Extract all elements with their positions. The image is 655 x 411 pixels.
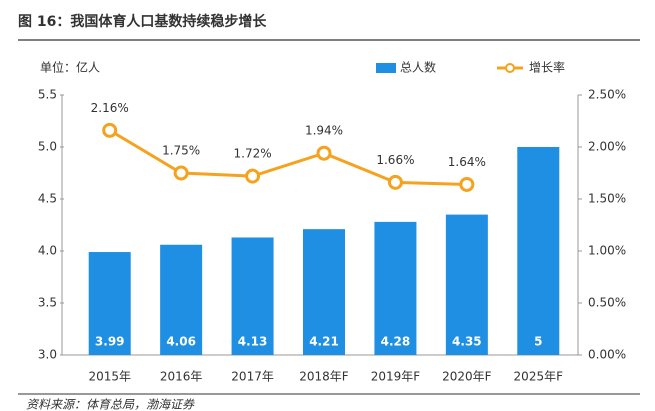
y2-tick-label: 0.50% [588, 296, 626, 310]
bar-value-label: 4.13 [238, 335, 268, 349]
bar-value-label: 4.21 [309, 335, 339, 349]
bar [445, 214, 488, 355]
bar [374, 221, 417, 355]
line-value-label: 1.64% [448, 155, 486, 169]
x-tick-label: 2020年F [442, 370, 492, 384]
x-tick-label: 2019年F [371, 370, 421, 384]
bar [517, 147, 560, 355]
y2-tick-label: 1.50% [588, 192, 626, 206]
line-marker [245, 168, 261, 184]
x-tick-label: 2018年F [299, 370, 349, 384]
x-tick-label: 2017年 [231, 370, 274, 384]
legend-label: 总人数 [400, 60, 436, 75]
x-tick-label: 2016年 [160, 370, 203, 384]
bar [160, 244, 203, 355]
bar-value-label: 4.28 [381, 335, 411, 349]
y2-tick-label: 0.00% [588, 348, 626, 362]
bar-value-label: 3.99 [95, 335, 125, 349]
line-value-label: 1.75% [162, 144, 200, 158]
line-marker [173, 165, 189, 181]
y-tick-label: 3.5 [38, 296, 57, 310]
bar-value-label: 4.35 [452, 335, 482, 349]
x-tick-label: 2025年F [514, 370, 564, 384]
y-tick-label: 4.0 [38, 244, 57, 258]
bar [231, 237, 274, 355]
y-tick-label: 5.0 [38, 140, 57, 154]
line-marker [459, 176, 475, 192]
growth-line [108, 129, 467, 186]
unit-label: 单位：亿人 [40, 60, 100, 75]
line-marker [387, 174, 403, 190]
legend-marker [505, 63, 515, 73]
y-tick-label: 4.5 [38, 192, 57, 206]
legend-label: 增长率 [529, 60, 565, 75]
x-tick-label: 2015年 [88, 370, 131, 384]
bar-value-label: 5 [534, 335, 542, 349]
y-tick-label: 5.5 [38, 88, 57, 102]
source: 资料来源：体育总局，渤海证券 [26, 398, 195, 411]
y2-tick-label: 1.00% [588, 244, 626, 258]
y2-tick-label: 2.00% [588, 140, 626, 154]
y2-tick-label: 2.50% [588, 88, 626, 102]
line-marker [316, 145, 332, 161]
legend-swatch [376, 63, 396, 73]
line-value-label: 1.66% [376, 153, 414, 167]
bar [88, 252, 131, 355]
chart-title: 图 16：我国体育人口基数持续稳步增长 [18, 13, 267, 30]
bar-value-label: 4.06 [166, 335, 196, 349]
line-value-label: 1.94% [305, 124, 343, 138]
line-marker [102, 122, 118, 138]
bar [303, 229, 345, 355]
line-value-label: 2.16% [91, 101, 129, 115]
line-value-label: 1.72% [234, 147, 272, 161]
y-tick-label: 3.0 [38, 348, 57, 362]
